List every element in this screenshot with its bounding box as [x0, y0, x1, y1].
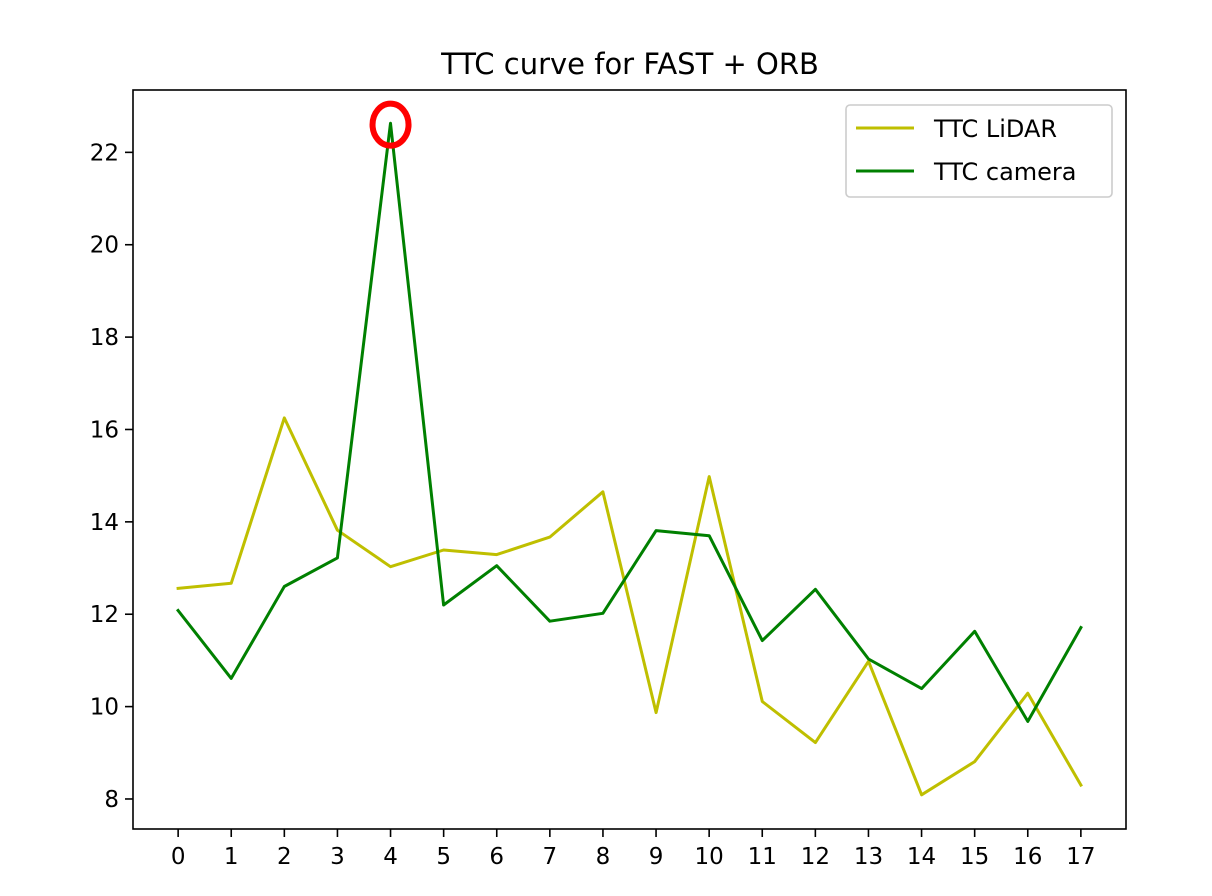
x-tick-label: 12 [801, 844, 830, 870]
x-tick-label: 0 [171, 844, 186, 870]
x-tick-label: 8 [596, 844, 611, 870]
series-line-1 [175, 121, 1083, 723]
y-tick-label: 22 [90, 140, 119, 166]
y-tick-label: 14 [90, 510, 119, 536]
x-tick-label: 2 [277, 844, 292, 870]
y-tick-label: 20 [90, 233, 119, 259]
y-tick-label: 18 [90, 325, 119, 351]
x-tick-label: 3 [330, 844, 345, 870]
x-tick-label: 14 [907, 844, 936, 870]
x-tick-label: 16 [1013, 844, 1042, 870]
x-tick-label: 5 [436, 844, 451, 870]
axes: 0 1 2 3 4 5 6 7 8 9 10 11 12 13 14 15 16 1781012141618202… [90, 89, 1127, 870]
x-tick-label: 13 [854, 844, 883, 870]
x-tick-label: 7 [543, 844, 558, 870]
x-tick-label: 17 [1066, 844, 1095, 870]
y-tick-label: 16 [90, 417, 119, 443]
legend: TTC LiDAR TTC camera [845, 104, 1113, 198]
plot-area [175, 100, 1083, 797]
x-tick-label: 11 [748, 844, 777, 870]
x-tick-label: 9 [649, 844, 664, 870]
legend-label-1: TTC camera [933, 158, 1077, 186]
y-tick-label: 12 [90, 602, 119, 628]
x-tick-label: 15 [960, 844, 989, 870]
y-tick-label: 10 [90, 695, 119, 721]
y-tick-label: 8 [104, 787, 119, 813]
x-tick-label: 1 [224, 844, 239, 870]
x-tick-label: 6 [489, 844, 504, 870]
x-tick-label: 4 [383, 844, 398, 870]
series-line-0 [176, 416, 1083, 797]
highlight-circle-0 [369, 100, 412, 149]
axes-frame [132, 89, 1127, 830]
legend-label-0: TTC LiDAR [933, 115, 1057, 143]
x-tick-label: 10 [695, 844, 724, 870]
chart-title: TTC curve for FAST + ORB [440, 47, 819, 81]
